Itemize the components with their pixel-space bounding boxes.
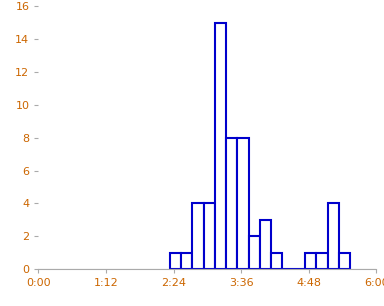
Bar	[192, 203, 204, 269]
Bar	[316, 253, 328, 269]
Bar	[339, 253, 350, 269]
Bar	[305, 253, 316, 269]
Bar	[215, 23, 226, 269]
Bar	[328, 203, 339, 269]
Bar	[226, 138, 237, 269]
Bar	[181, 253, 192, 269]
Bar	[260, 220, 271, 269]
Bar	[170, 253, 181, 269]
Bar	[204, 203, 215, 269]
Bar	[271, 253, 283, 269]
Bar	[249, 236, 260, 269]
Bar	[237, 138, 249, 269]
